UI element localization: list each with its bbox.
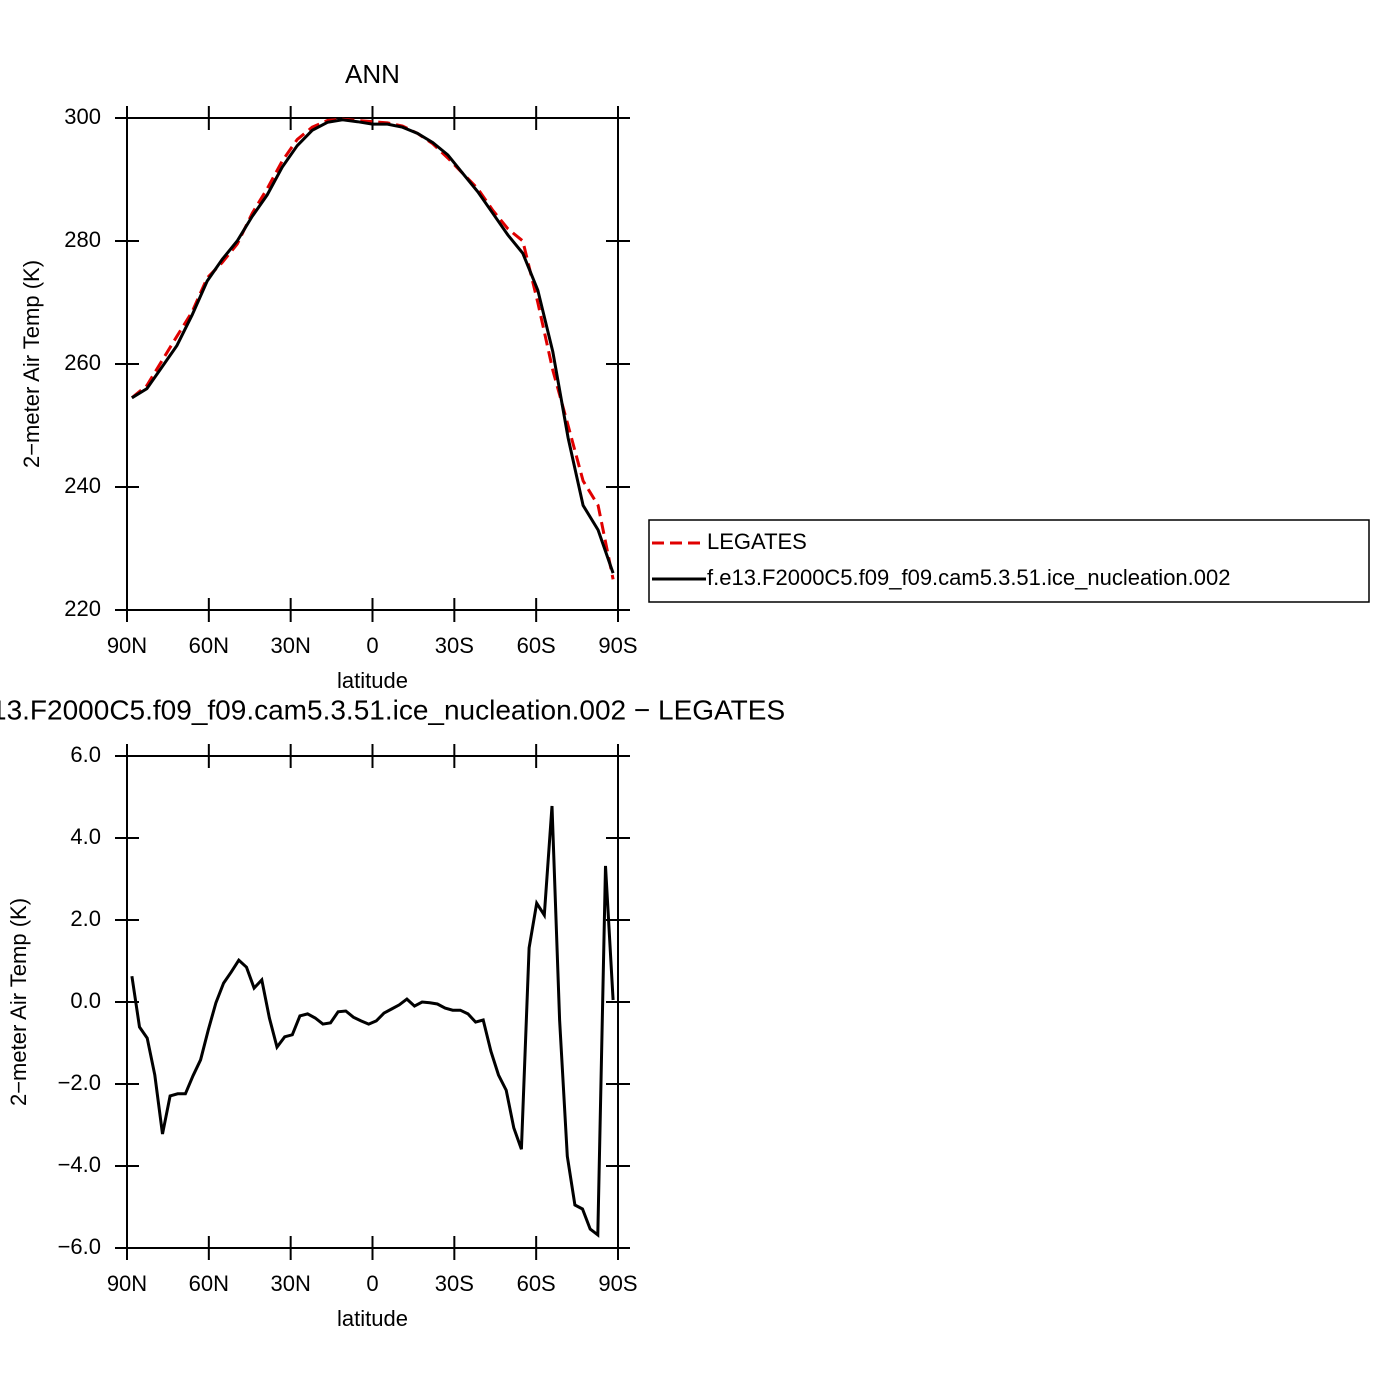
x-tick-label: 30N <box>270 1271 310 1296</box>
data-line <box>130 117 615 580</box>
chart-title: f.e13.F2000C5.f09_f09.cam5.3.51.ice_nucl… <box>0 694 785 725</box>
x-tick-label: 90S <box>598 1271 637 1296</box>
x-tick-label: 30N <box>270 633 310 658</box>
y-tick-label: 4.0 <box>70 824 101 849</box>
x-tick-label: 90N <box>107 1271 147 1296</box>
legend-label: LEGATES <box>707 529 807 554</box>
y-tick-label: 6.0 <box>70 742 101 767</box>
y-tick-label: 260 <box>64 350 101 375</box>
x-tick-label: 60N <box>189 1271 229 1296</box>
x-tick-label: 60S <box>517 633 556 658</box>
x-axis-label: latitude <box>337 1306 408 1331</box>
x-tick-label: 60S <box>517 1271 556 1296</box>
legend-box <box>648 519 1370 603</box>
y-tick-label: −4.0 <box>58 1152 101 1177</box>
y-axis-label: 2−meter Air Temp (K) <box>6 898 31 1106</box>
x-tick-label: 30S <box>435 633 474 658</box>
x-tick-label: 60N <box>189 633 229 658</box>
legend-label: f.e13.F2000C5.f09_f09.cam5.3.51.ice_nucl… <box>707 565 1231 590</box>
x-tick-label: 0 <box>366 633 378 658</box>
y-tick-label: 300 <box>64 104 101 129</box>
y-tick-label: 240 <box>64 473 101 498</box>
y-tick-label: 2.0 <box>70 906 101 931</box>
y-axis-label: 2−meter Air Temp (K) <box>19 260 44 468</box>
y-tick-label: 220 <box>64 596 101 621</box>
data-line <box>131 118 615 574</box>
x-tick-label: 90N <box>107 633 147 658</box>
x-tick-label: 90S <box>598 633 637 658</box>
y-tick-label: −2.0 <box>58 1070 101 1095</box>
x-tick-label: 0 <box>366 1271 378 1296</box>
y-tick-label: 280 <box>64 227 101 252</box>
x-tick-label: 30S <box>435 1271 474 1296</box>
data-line <box>130 805 615 1238</box>
y-tick-label: 0.0 <box>70 988 101 1013</box>
plot-frame <box>126 117 619 611</box>
plot-frame <box>126 755 619 1249</box>
chart-title: ANN <box>345 59 400 89</box>
x-axis-label: latitude <box>337 668 408 693</box>
y-tick-label: −6.0 <box>58 1234 101 1259</box>
